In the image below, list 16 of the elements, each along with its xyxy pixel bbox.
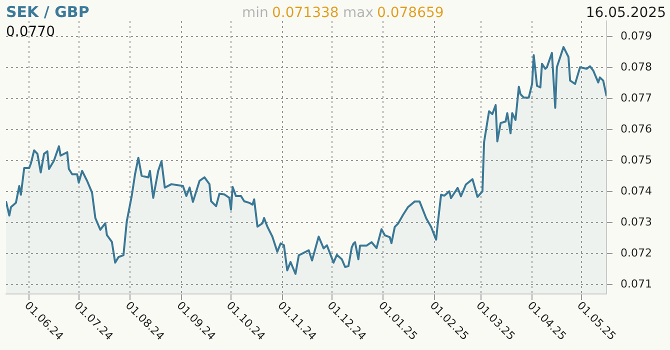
chart-title: SEK / GBP [6,3,90,21]
y-tick-label: 0.074 [620,184,652,198]
y-tick-label: 0.079 [620,29,652,42]
y-tick-label: 0.077 [620,91,652,104]
y-tick-label: 0.075 [620,153,652,166]
y-tick-label: 0.071 [620,278,652,291]
annotation: 0.0770 [6,24,55,40]
annotation: min [242,5,268,21]
y-tick-label: 0.072 [620,246,652,260]
annotation: 0.078659 [377,5,444,21]
y-tick-label: 0.076 [620,122,652,136]
annotation: 16.05.2025 [586,5,666,21]
annotation: 0.071338 [272,5,339,21]
y-tick-label: 0.078 [620,60,652,74]
annotation: max [343,5,374,21]
y-tick-label: 0.073 [620,216,652,229]
